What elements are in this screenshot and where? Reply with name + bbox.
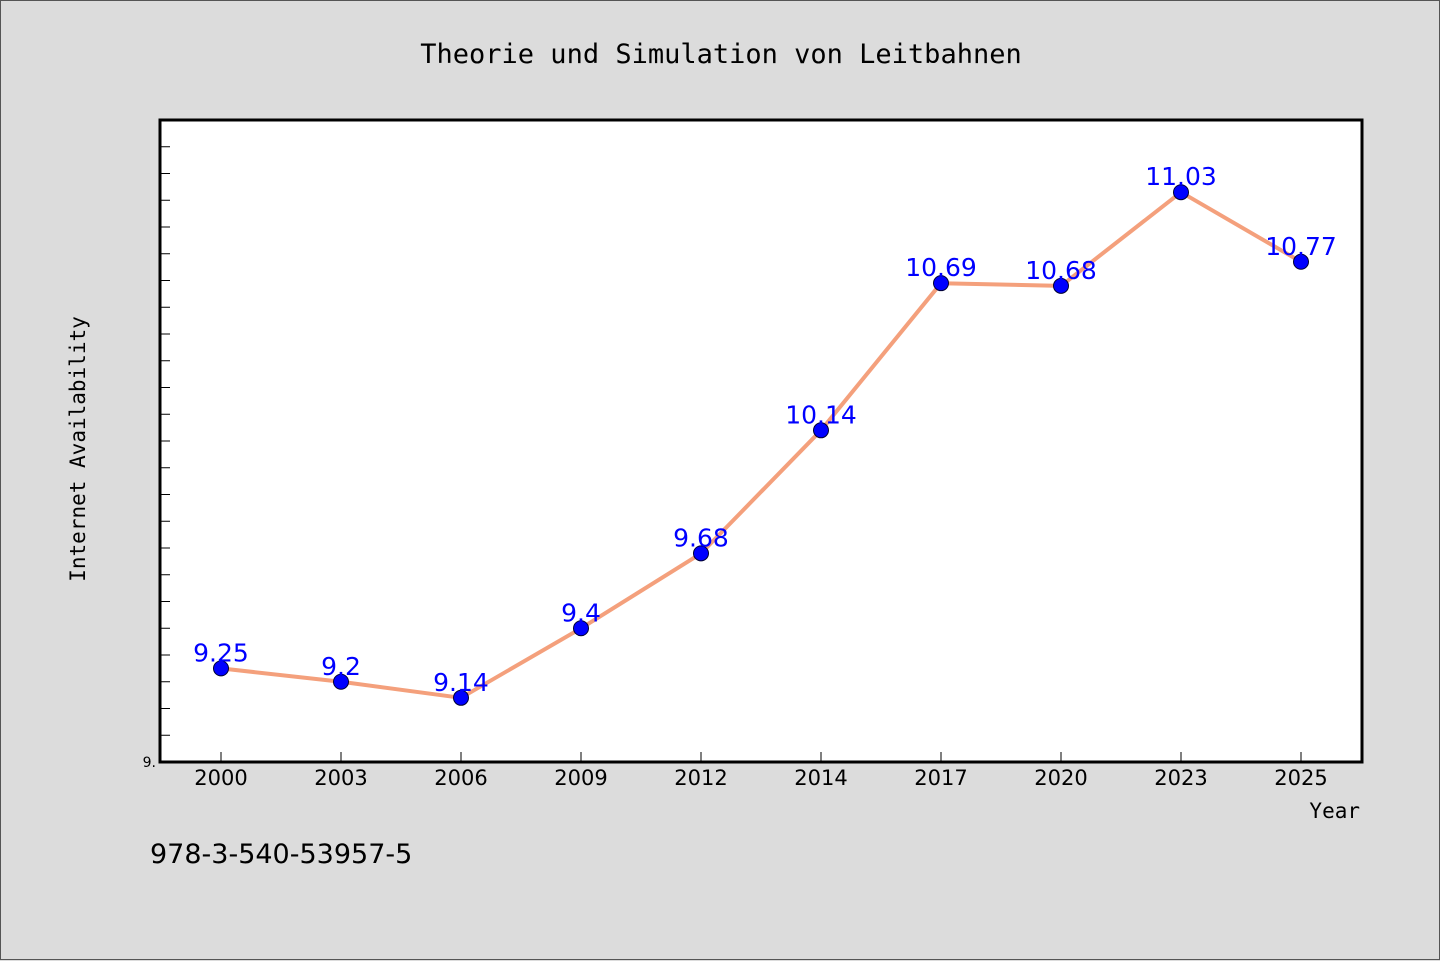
data-point <box>573 620 589 637</box>
series-line <box>220 190 1303 700</box>
data-point <box>1293 253 1309 270</box>
data-label: 10.69 <box>905 253 977 282</box>
x-tick-label: 2009 <box>554 766 607 790</box>
x-tick-label: 2014 <box>794 766 847 790</box>
x-axis-ticks: 2000 2003 2006 2009 2012 2014 2017 2020 2023 2025 <box>194 752 1328 790</box>
x-tick-label: 2025 <box>1274 766 1327 790</box>
data-point <box>453 689 469 706</box>
data-point <box>333 673 349 690</box>
y-tick-label: 9. <box>143 755 156 771</box>
x-tick-label: 2020 <box>1034 766 1087 790</box>
data-point <box>693 545 709 562</box>
data-label: 9.25 <box>193 638 249 667</box>
chart-title: Theorie und Simulation von Leitbahnen <box>420 39 1021 70</box>
plot-area <box>158 118 1364 764</box>
data-point <box>933 275 949 292</box>
y-axis-ticks: 9. <box>143 146 170 771</box>
data-label: 10.14 <box>785 400 857 429</box>
data-label: 9.68 <box>673 523 729 552</box>
x-tick-label: 2023 <box>1154 766 1207 790</box>
data-label: 9.4 <box>561 598 601 627</box>
x-tick-label: 2012 <box>674 766 727 790</box>
data-point <box>213 660 229 677</box>
data-point <box>813 422 829 439</box>
y-axis-label: Internet Availability <box>66 316 90 582</box>
x-axis-label: Year <box>1309 799 1360 823</box>
data-point <box>1053 277 1069 294</box>
isbn-text: 978-3-540-53957-5 <box>150 839 412 870</box>
x-tick-label: 2003 <box>314 766 367 790</box>
data-label: 10.68 <box>1025 256 1097 285</box>
data-label: 9.2 <box>321 652 361 681</box>
data-label: 10.77 <box>1265 232 1337 261</box>
data-labels: 9.25 9.2 9.14 9.4 9.68 10.14 10.69 10.68 11.03 10… <box>193 162 1337 697</box>
x-tick-label: 2006 <box>434 766 487 790</box>
data-label: 11.03 <box>1145 162 1217 191</box>
series-markers <box>213 184 1309 706</box>
x-tick-label: 2000 <box>194 766 247 790</box>
data-point <box>1173 184 1189 201</box>
x-tick-label: 2017 <box>914 766 967 790</box>
data-label: 9.14 <box>433 668 489 697</box>
